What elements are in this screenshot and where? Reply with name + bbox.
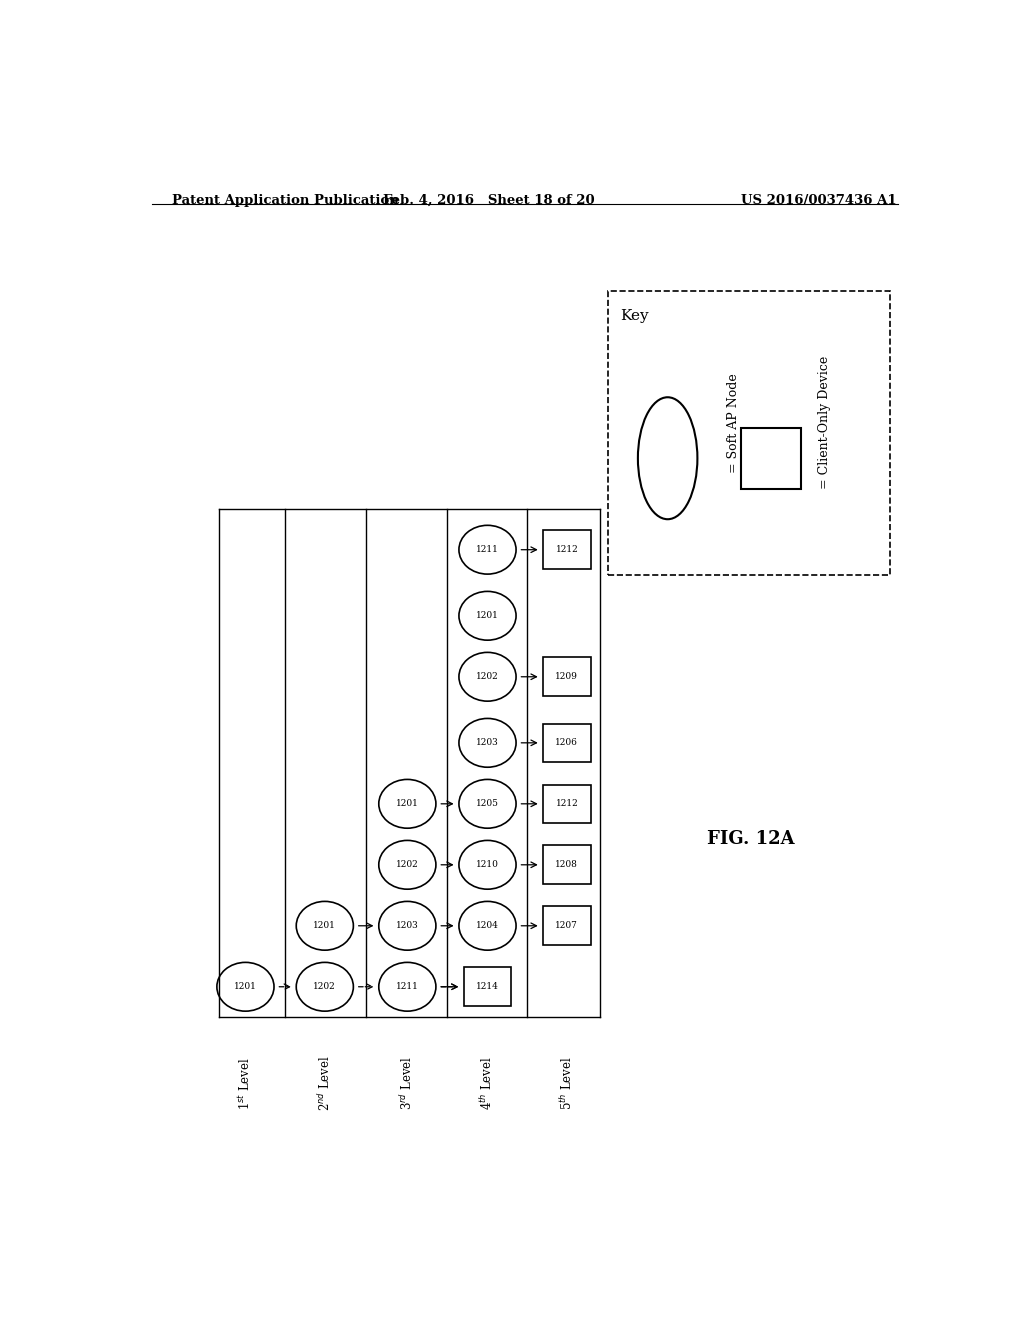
- Text: 1202: 1202: [396, 861, 419, 870]
- Text: 1203: 1203: [396, 921, 419, 931]
- Text: 1201: 1201: [234, 982, 257, 991]
- Bar: [543, 907, 591, 945]
- Bar: [543, 846, 591, 884]
- Text: 1211: 1211: [476, 545, 499, 554]
- Text: 1211: 1211: [396, 982, 419, 991]
- Bar: [543, 531, 591, 569]
- Bar: [741, 428, 801, 488]
- Text: 1206: 1206: [555, 738, 579, 747]
- Text: FIG. 12A: FIG. 12A: [708, 830, 795, 849]
- Text: Patent Application Publication: Patent Application Publication: [172, 194, 398, 207]
- Text: 1202: 1202: [313, 982, 336, 991]
- Text: 1205: 1205: [476, 800, 499, 808]
- Bar: [543, 723, 591, 762]
- Bar: [608, 290, 890, 576]
- Text: = Client-Only Device: = Client-Only Device: [818, 356, 831, 490]
- Bar: [543, 657, 591, 696]
- Text: 1209: 1209: [555, 672, 579, 681]
- Text: 1212: 1212: [555, 800, 579, 808]
- Text: Feb. 4, 2016   Sheet 18 of 20: Feb. 4, 2016 Sheet 18 of 20: [383, 194, 595, 207]
- Text: 5$^{th}$ Level: 5$^{th}$ Level: [559, 1056, 574, 1110]
- Text: 4$^{th}$ Level: 4$^{th}$ Level: [479, 1056, 496, 1110]
- Bar: [464, 968, 511, 1006]
- Text: 1202: 1202: [476, 672, 499, 681]
- Bar: [543, 784, 591, 824]
- Text: 3$^{rd}$ Level: 3$^{rd}$ Level: [399, 1056, 416, 1110]
- Text: Key: Key: [620, 309, 648, 323]
- Text: 2$^{nd}$ Level: 2$^{nd}$ Level: [316, 1056, 333, 1111]
- Text: 1204: 1204: [476, 921, 499, 931]
- Text: 1212: 1212: [555, 545, 579, 554]
- Text: 1201: 1201: [476, 611, 499, 620]
- Text: 1201: 1201: [396, 800, 419, 808]
- Text: US 2016/0037436 A1: US 2016/0037436 A1: [740, 194, 896, 207]
- Text: 1203: 1203: [476, 738, 499, 747]
- Text: 1210: 1210: [476, 861, 499, 870]
- Text: 1201: 1201: [313, 921, 336, 931]
- Text: = Soft AP Node: = Soft AP Node: [727, 372, 740, 473]
- Text: 1208: 1208: [555, 861, 579, 870]
- Text: 1$^{st}$ Level: 1$^{st}$ Level: [238, 1057, 253, 1110]
- Text: 1214: 1214: [476, 982, 499, 991]
- Text: 1207: 1207: [555, 921, 579, 931]
